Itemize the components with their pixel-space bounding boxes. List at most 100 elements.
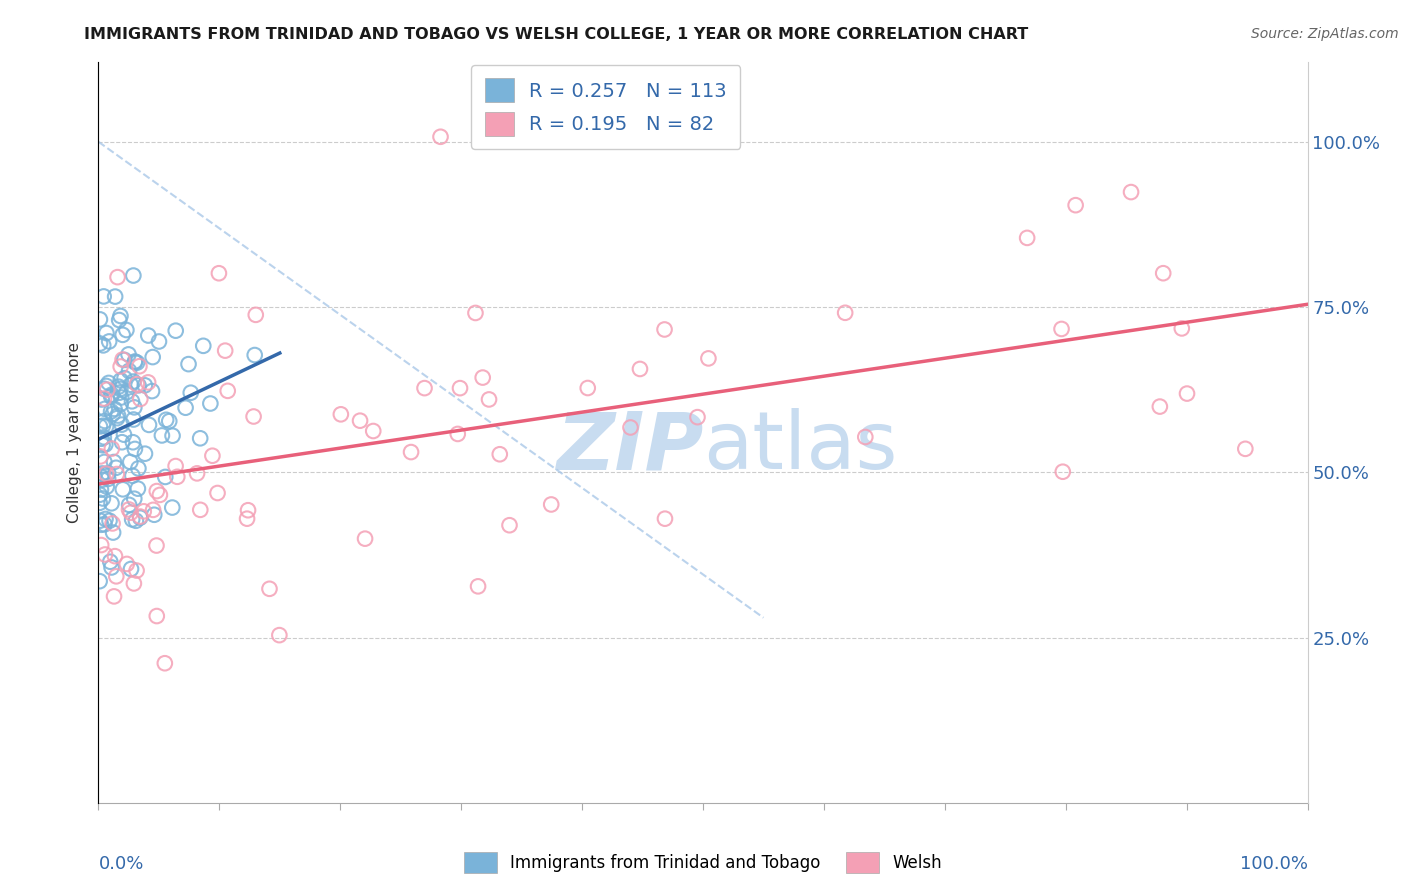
Point — [103, 401, 125, 416]
Point — [1017, 231, 1039, 245]
Point — [1050, 322, 1073, 336]
Point — [245, 308, 267, 322]
Point — [100, 496, 122, 510]
Point — [467, 579, 489, 593]
Point — [111, 483, 134, 497]
Point — [107, 270, 129, 285]
Point — [111, 352, 134, 367]
Point — [108, 313, 131, 327]
Text: 100.0%: 100.0% — [1240, 855, 1308, 872]
Point — [98, 514, 121, 528]
Point — [259, 582, 281, 596]
Point — [115, 385, 138, 400]
Point — [96, 383, 118, 397]
Point — [162, 500, 184, 515]
Point — [165, 458, 187, 473]
Point — [146, 484, 169, 499]
Point — [118, 498, 141, 512]
Point — [150, 428, 173, 442]
Point — [349, 414, 371, 428]
Point — [100, 404, 122, 418]
Point — [128, 359, 150, 374]
Point — [1064, 198, 1087, 212]
Point — [361, 424, 384, 438]
Point — [103, 590, 125, 604]
Point — [136, 328, 159, 343]
Point — [98, 555, 121, 569]
Point — [122, 375, 145, 389]
Point — [91, 438, 114, 452]
Point — [93, 430, 115, 444]
Point — [105, 460, 128, 475]
Point — [110, 359, 132, 374]
Point — [129, 392, 152, 406]
Point — [124, 401, 146, 415]
Point — [120, 562, 142, 576]
Point — [124, 355, 146, 369]
Point — [110, 391, 132, 405]
Point — [93, 382, 115, 396]
Point — [111, 327, 134, 342]
Point — [89, 488, 111, 502]
Point — [186, 467, 208, 481]
Point — [148, 334, 170, 349]
Point — [129, 509, 152, 524]
Point — [101, 525, 124, 540]
Point — [125, 356, 148, 370]
Point — [94, 437, 117, 451]
Point — [193, 339, 215, 353]
Point — [217, 384, 239, 398]
Point — [146, 609, 169, 624]
Point — [104, 549, 127, 563]
Point — [834, 306, 856, 320]
Point — [118, 364, 141, 378]
Point — [188, 431, 211, 445]
Point — [142, 503, 165, 517]
Point — [89, 496, 111, 510]
Point — [576, 381, 599, 395]
Point — [105, 467, 128, 481]
Point — [498, 518, 520, 533]
Point — [93, 455, 115, 469]
Text: Source: ZipAtlas.com: Source: ZipAtlas.com — [1251, 27, 1399, 41]
Point — [540, 498, 562, 512]
Point — [91, 467, 114, 481]
Point — [91, 473, 114, 487]
Point — [97, 472, 120, 486]
Point — [90, 517, 112, 532]
Point — [93, 392, 115, 406]
Point — [89, 450, 111, 464]
Text: atlas: atlas — [703, 409, 897, 486]
Point — [122, 412, 145, 426]
Point — [122, 576, 145, 591]
Point — [90, 483, 112, 497]
Point — [149, 488, 172, 502]
Point — [1149, 400, 1171, 414]
Point — [165, 324, 187, 338]
Point — [136, 376, 159, 390]
Point — [121, 512, 143, 526]
Point — [654, 322, 676, 336]
Point — [488, 447, 510, 461]
Point — [329, 407, 352, 421]
Point — [110, 309, 132, 323]
Point — [91, 418, 114, 433]
Point — [89, 514, 111, 528]
Point — [697, 351, 720, 366]
Point — [174, 401, 197, 415]
Point — [1052, 465, 1074, 479]
Point — [138, 417, 160, 432]
Point — [236, 511, 259, 525]
Point — [125, 514, 148, 528]
Point — [242, 409, 264, 424]
Point — [90, 538, 112, 552]
Point — [120, 377, 142, 392]
Point — [89, 312, 111, 326]
Point — [129, 510, 152, 524]
Point — [200, 396, 222, 410]
Point — [101, 387, 124, 401]
Point — [236, 503, 259, 517]
Point — [100, 389, 122, 403]
Point — [134, 378, 156, 392]
Point — [96, 326, 118, 340]
